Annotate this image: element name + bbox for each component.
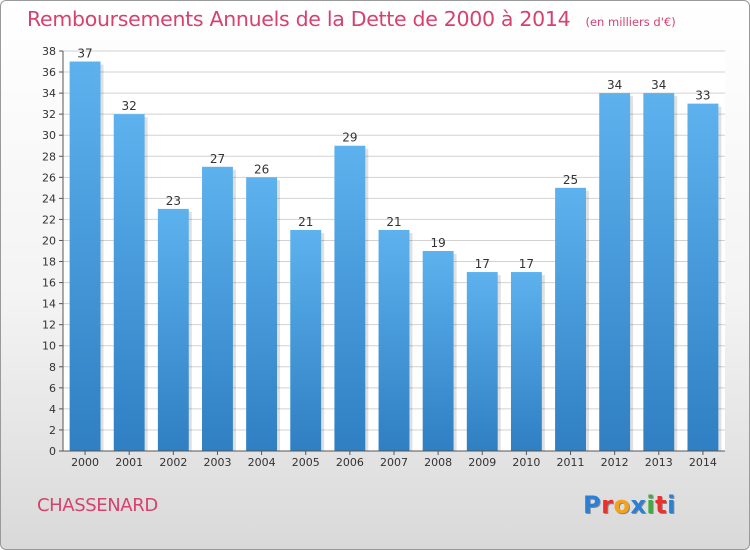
data-label: 17	[475, 257, 490, 271]
bar	[202, 166, 233, 451]
y-tick-label: 26	[42, 171, 56, 184]
bar	[113, 114, 145, 451]
y-tick-label: 32	[42, 108, 56, 121]
y-tick-label: 16	[42, 277, 56, 290]
data-label: 19	[430, 236, 445, 250]
x-tick-label: 2000	[71, 456, 99, 469]
y-tick-label: 2	[49, 424, 56, 437]
y-tick-label: 34	[42, 87, 56, 100]
y-tick-label: 0	[49, 445, 56, 458]
logo-letter: o	[613, 491, 631, 519]
bar	[687, 103, 719, 451]
bar-shadow	[409, 232, 413, 451]
bar	[334, 145, 366, 451]
y-tick-label: 30	[42, 129, 56, 142]
chart-unit: (en milliers d'€)	[585, 15, 676, 29]
bar	[290, 229, 322, 451]
bar	[69, 61, 101, 452]
data-label: 32	[122, 99, 137, 113]
data-labels: 37 32 23 27 26 21 29 21 19 17 17 25 34 34 33	[77, 47, 710, 272]
bar-shadow	[453, 254, 457, 451]
chart-title: Remboursements Annuels de la Dette de 20…	[27, 7, 571, 31]
x-tick-label: 2010	[512, 456, 540, 469]
logo-letter: P	[583, 491, 602, 519]
bar-shadow	[541, 275, 545, 451]
logo-letter: i	[667, 491, 676, 519]
data-label: 26	[254, 162, 269, 176]
bar-shadow	[497, 275, 501, 451]
proxiti-logo: Proxiti	[583, 491, 676, 519]
title-row: Remboursements Annuels de la Dette de 20…	[27, 7, 676, 31]
logo-letter: t	[655, 491, 668, 519]
bar-shadow	[718, 106, 722, 451]
bar	[378, 229, 410, 451]
data-label: 27	[210, 152, 225, 166]
x-tick-label: 2003	[203, 456, 231, 469]
bar-shadow	[674, 96, 678, 452]
axes	[59, 50, 725, 455]
bar-shadow	[585, 190, 589, 451]
bar-shadow	[188, 211, 192, 451]
bar-shadow	[232, 169, 236, 451]
bar	[246, 177, 278, 451]
bar	[555, 187, 586, 451]
y-tick-label: 38	[42, 45, 56, 58]
x-tick-label: 2011	[557, 456, 585, 469]
commune-name: CHASSENARD	[37, 495, 158, 516]
bar	[157, 208, 189, 451]
data-label: 21	[386, 215, 401, 229]
y-tick-label: 10	[42, 340, 56, 353]
x-tick-label: 2013	[645, 456, 673, 469]
bar	[422, 251, 454, 451]
data-label: 23	[166, 194, 181, 208]
logo-letter: r	[601, 491, 614, 519]
x-tick-label: 2004	[248, 456, 276, 469]
x-tick-label: 2001	[115, 456, 143, 469]
bar	[466, 272, 498, 451]
data-label: 34	[607, 78, 622, 92]
y-tick-label: 12	[42, 319, 56, 332]
x-tick-label: 2007	[380, 456, 408, 469]
data-label: 29	[342, 131, 357, 145]
x-tick-label: 2008	[424, 456, 452, 469]
y-tick-label: 22	[42, 213, 56, 226]
y-tick-label: 24	[42, 192, 56, 205]
logo-letter: i	[646, 491, 656, 519]
data-label: 21	[298, 215, 313, 229]
data-label: 33	[695, 89, 710, 103]
y-tick-label: 6	[49, 382, 56, 395]
x-tick-label: 2006	[336, 456, 364, 469]
y-tick-label: 4	[49, 403, 56, 416]
bar-shadow	[321, 232, 325, 451]
data-label: 25	[563, 173, 578, 187]
y-tick-label: 14	[42, 298, 56, 311]
data-label: 17	[519, 257, 534, 271]
bars	[69, 61, 722, 452]
bar-shadow	[100, 64, 104, 452]
x-tick-label: 2014	[689, 456, 717, 469]
y-tick-label: 28	[42, 150, 56, 163]
y-tick-label: 18	[42, 256, 56, 269]
x-tick-label: 2005	[292, 456, 320, 469]
logo-letter: x	[630, 491, 647, 519]
data-label: 37	[77, 47, 92, 61]
x-tick-labels: 2000 2001 2002 2003 2004 2005 2006 2007 2008 2009…	[71, 456, 717, 469]
bar	[510, 272, 542, 451]
data-label: 34	[651, 78, 666, 92]
x-tick-label: 2009	[468, 456, 496, 469]
y-tick-label: 20	[42, 234, 56, 247]
bar-shadow	[365, 148, 369, 451]
bar-shadow	[144, 117, 148, 451]
bar	[599, 93, 631, 452]
y-tick-label: 36	[42, 66, 56, 79]
bar	[643, 93, 675, 452]
x-tick-label: 2012	[601, 456, 629, 469]
y-tick-label: 8	[49, 361, 56, 374]
bar-shadow	[630, 96, 634, 452]
bar-shadow	[277, 180, 281, 451]
x-tick-label: 2002	[159, 456, 187, 469]
